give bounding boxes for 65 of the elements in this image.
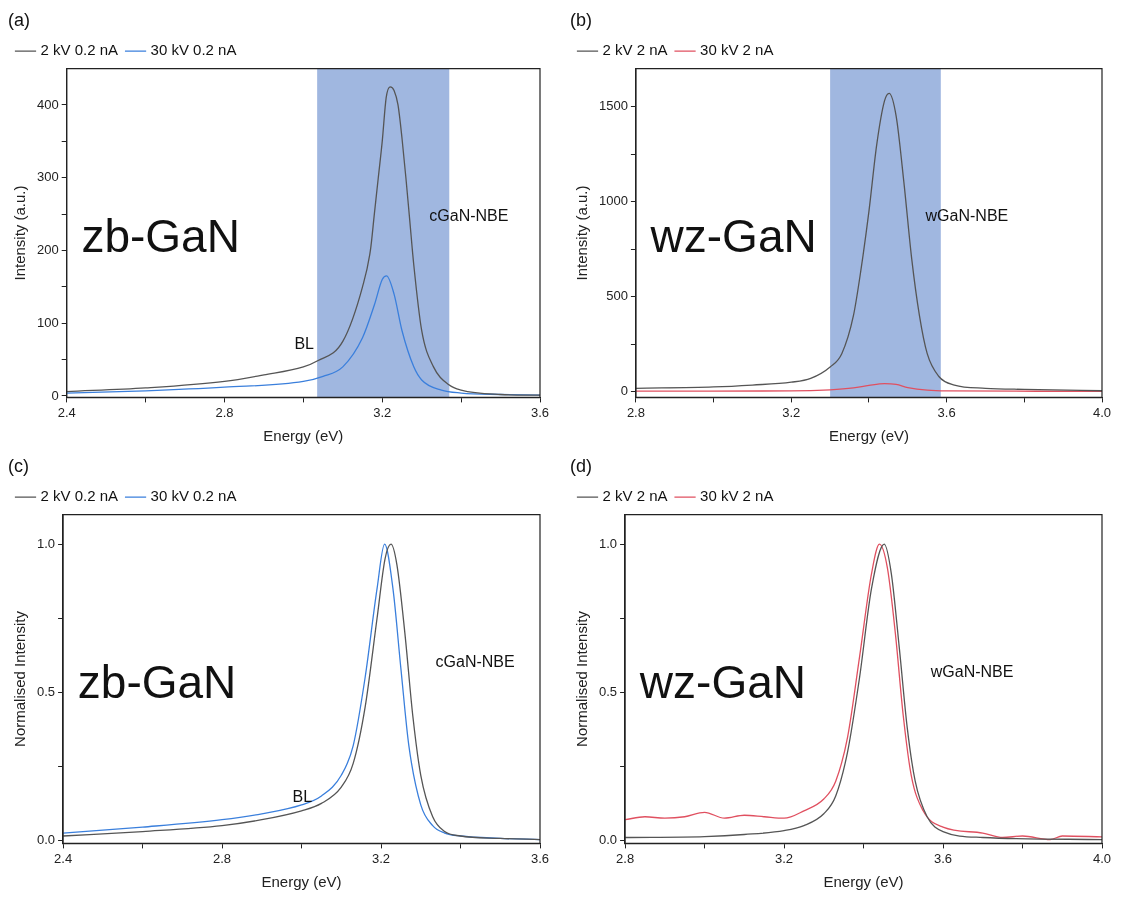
x-axis-title: Energy (eV) — [823, 873, 904, 891]
y-tick-label: 200 — [36, 242, 59, 258]
x-tick-label: 3.2 — [373, 404, 392, 420]
y-tick-label: 100 — [36, 314, 59, 330]
chart-title: (c) — [8, 455, 29, 476]
chart-title: (a) — [8, 9, 30, 30]
x-tick-label: 3.6 — [530, 850, 550, 866]
annotation: wGaN-NBE — [929, 662, 1014, 680]
x-tick-label: 3.2 — [371, 850, 391, 866]
y-axis-title: Normalised Intensity — [573, 610, 591, 747]
y-axis-title: Normalised Intensity — [11, 610, 29, 747]
y-tick-label: 300 — [36, 169, 59, 185]
x-tick-label: 2.4 — [54, 850, 73, 866]
annotation: zb-GaN — [77, 656, 237, 709]
x-tick-label: 2.8 — [616, 850, 635, 866]
chart-title: (b) — [570, 9, 592, 30]
y-tick-label: 0.5 — [598, 683, 618, 699]
x-tick-label: 3.2 — [775, 850, 794, 866]
x-tick-label: 4.0 — [1092, 404, 1112, 420]
y-axis-title: Intensity (a.u.) — [573, 185, 591, 281]
x-tick-label: 3.6 — [530, 404, 550, 420]
y-tick-label: 500 — [606, 288, 628, 304]
legend-label: 2 kV 0.2 nA — [40, 487, 119, 505]
y-tick-label: 0 — [620, 383, 628, 399]
y-tick-label: 0 — [51, 387, 59, 403]
x-axis-title: Energy (eV) — [828, 427, 909, 445]
y-tick-label: 0.0 — [598, 832, 618, 848]
y-tick-label: 1500 — [599, 98, 628, 114]
annotation: cGaN-NBE — [435, 652, 515, 670]
legend-label: 30 kV 0.2 nA — [150, 487, 237, 505]
line-series — [625, 543, 1102, 841]
legend-label: 30 kV 2 nA — [700, 487, 774, 505]
annotation: cGaN-NBE — [429, 206, 509, 224]
legend-label: 2 kV 2 nA — [602, 41, 668, 59]
x-tick-label: 2.8 — [626, 404, 645, 420]
annotation: BL — [292, 787, 313, 805]
y-tick-label: 1.0 — [36, 535, 56, 551]
chart-title: (d) — [570, 455, 592, 476]
x-tick-label: 3.6 — [937, 404, 956, 420]
line-series — [635, 92, 1102, 392]
x-axis-title: Energy (eV) — [263, 427, 344, 445]
annotation: wGaN-NBE — [924, 206, 1009, 224]
y-tick-label: 0.5 — [36, 683, 56, 699]
x-tick-label: 3.2 — [782, 404, 801, 420]
line-series — [63, 543, 540, 841]
y-tick-label: 0.0 — [36, 832, 56, 848]
x-tick-label: 3.6 — [933, 850, 953, 866]
legend-label: 2 kV 2 nA — [602, 487, 668, 505]
annotation: wz-GaN — [638, 656, 806, 709]
annotation: zb-GaN — [81, 210, 240, 263]
line-series — [635, 383, 1102, 392]
x-tick-label: 2.8 — [213, 850, 232, 866]
annotation: BL — [294, 335, 315, 353]
y-tick-label: 1000 — [599, 193, 628, 209]
y-axis-title: Intensity (a.u.) — [11, 185, 29, 281]
y-tick-label: 400 — [36, 96, 59, 112]
x-tick-label: 2.8 — [215, 404, 234, 420]
y-tick-label: 1.0 — [598, 535, 618, 551]
legend-label: 30 kV 0.2 nA — [150, 41, 237, 59]
x-axis-title: Energy (eV) — [261, 873, 342, 891]
annotation: wz-GaN — [649, 210, 817, 263]
x-tick-label: 2.4 — [57, 404, 76, 420]
legend-label: 30 kV 2 nA — [700, 41, 774, 59]
x-tick-label: 4.0 — [1092, 850, 1112, 866]
legend-label: 2 kV 0.2 nA — [40, 41, 119, 59]
